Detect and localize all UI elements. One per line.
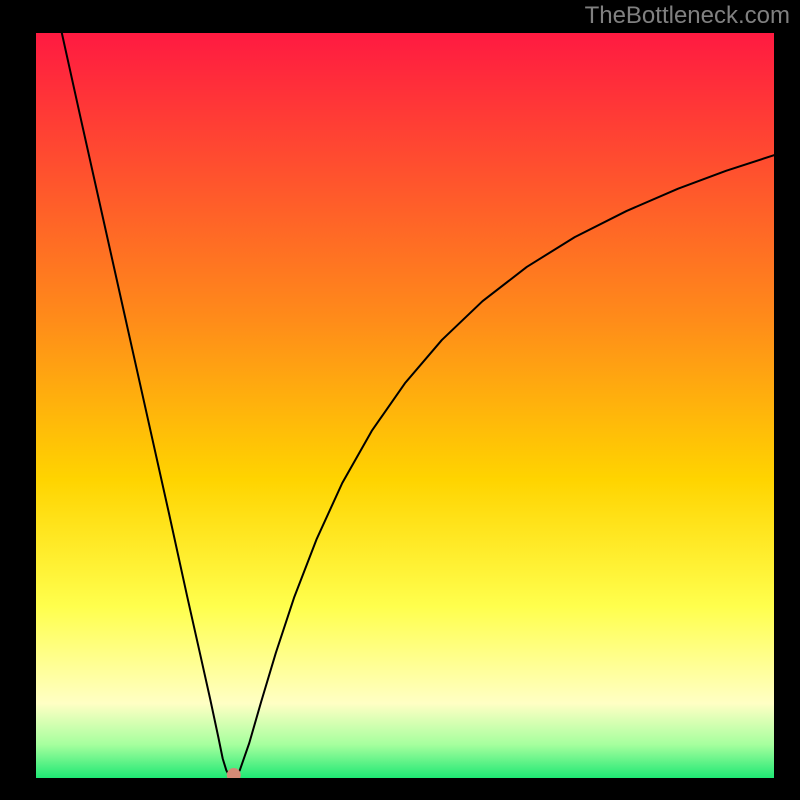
plot-area — [36, 33, 774, 778]
chart-canvas: TheBottleneck.com — [0, 0, 800, 800]
bottleneck-curve — [62, 33, 774, 776]
watermark-label: TheBottleneck.com — [585, 2, 790, 30]
minimum-marker — [227, 768, 241, 778]
line-chart-svg — [36, 33, 774, 778]
